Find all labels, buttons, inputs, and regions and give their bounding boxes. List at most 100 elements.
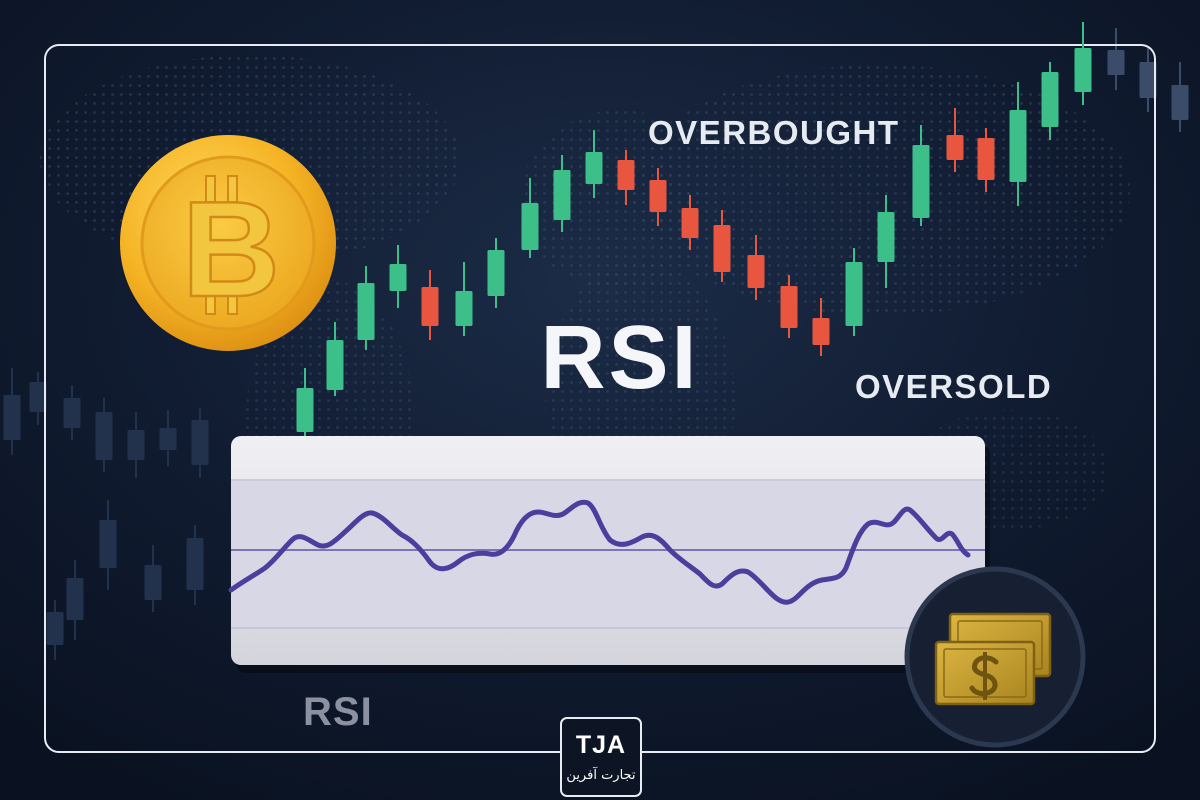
candle-body	[421, 287, 439, 326]
candle-body	[713, 225, 731, 272]
rsi-panel	[228, 436, 990, 673]
candle-body	[912, 145, 930, 218]
candle-bullish	[1009, 82, 1027, 206]
faded-candle	[1139, 48, 1157, 112]
candle-bullish	[357, 266, 375, 350]
rsi-line	[228, 499, 971, 605]
logo-mark: TJA	[576, 731, 626, 759]
candle-body	[326, 340, 344, 390]
candle-body	[1139, 62, 1157, 98]
coin-bar	[205, 175, 216, 203]
faded-candle	[127, 412, 145, 478]
candle-bullish	[296, 368, 314, 436]
faded-candle	[1171, 62, 1189, 132]
coin-bar	[205, 289, 216, 315]
candle-body	[191, 420, 209, 465]
candle-body	[747, 255, 765, 288]
candle-body	[1171, 85, 1189, 120]
candle-bullish	[487, 238, 505, 308]
faded-candle	[66, 560, 84, 640]
candle-body	[780, 286, 798, 328]
candle-body	[144, 565, 162, 600]
candle-bullish	[912, 125, 930, 226]
candle-body	[1107, 50, 1125, 75]
faded-candle	[46, 600, 64, 660]
bitcoin-coin-icon: B	[120, 135, 336, 351]
oversold-label: OVERSOLD	[855, 368, 1052, 405]
candle-body	[296, 388, 314, 432]
faded-candle	[1107, 28, 1125, 90]
candle-body	[487, 250, 505, 296]
faded-candlestick-group	[3, 28, 1189, 660]
rsi-panel-label: RSI	[303, 690, 373, 734]
coin-bar	[227, 175, 238, 203]
candle-bullish	[845, 248, 863, 336]
candle-bullish	[521, 178, 539, 258]
candle-bearish	[617, 150, 635, 205]
candle-body	[95, 412, 113, 460]
candle-body	[812, 318, 830, 345]
candle-body	[977, 138, 995, 180]
candle-bearish	[780, 275, 798, 338]
candle-bullish	[877, 195, 895, 288]
candle-bearish	[681, 195, 699, 250]
candle-body	[99, 520, 117, 568]
candle-body	[1074, 48, 1092, 92]
page-title: RSI	[540, 308, 699, 408]
candle-bearish	[812, 298, 830, 356]
candle-body	[617, 160, 635, 190]
rsi-band	[231, 480, 985, 628]
faded-candle	[144, 545, 162, 612]
candle-bearish	[421, 270, 439, 340]
coin-bar	[227, 289, 238, 315]
candle-body	[681, 208, 699, 238]
candle-body	[649, 180, 667, 212]
candle-bearish	[649, 168, 667, 226]
candle-body	[3, 395, 21, 440]
candle-body	[455, 291, 473, 326]
candle-body	[1009, 110, 1027, 182]
candle-bullish	[1074, 22, 1092, 105]
candle-body	[585, 152, 603, 184]
candle-body	[389, 264, 407, 291]
coin-face	[140, 155, 316, 331]
candle-bullish	[585, 130, 603, 198]
candle-bullish	[326, 322, 344, 396]
candle-bearish	[713, 210, 731, 282]
faded-candle	[29, 372, 47, 425]
candle-body	[357, 283, 375, 340]
tja-logo: TJA تجارت آفرین	[560, 717, 642, 797]
candle-body	[66, 578, 84, 620]
faded-candle	[3, 368, 21, 455]
candle-bullish	[389, 245, 407, 308]
logo-name: تجارت آفرین	[566, 766, 636, 783]
candle-bullish	[1041, 62, 1059, 140]
candlestick-chart	[296, 22, 1092, 436]
candle-body	[553, 170, 571, 220]
faded-candle	[186, 525, 204, 605]
faded-candle	[99, 500, 117, 590]
candle-bearish	[946, 108, 964, 172]
candle-body	[127, 430, 145, 460]
candle-body	[845, 262, 863, 326]
candle-body	[63, 398, 81, 428]
candle-body	[1041, 72, 1059, 127]
faded-candle	[63, 385, 81, 440]
candle-body	[521, 203, 539, 250]
logo-box	[560, 717, 642, 797]
candle-bearish	[747, 235, 765, 300]
candle-bullish	[553, 155, 571, 232]
candle-body	[877, 212, 895, 262]
coin-glyph: B	[182, 173, 280, 325]
faded-candle	[191, 408, 209, 478]
faded-candle	[159, 410, 177, 466]
candle-body	[29, 382, 47, 412]
candle-bullish	[455, 262, 473, 336]
candle-body	[946, 135, 964, 160]
candle-bearish	[977, 128, 995, 192]
candle-body	[46, 612, 64, 645]
faded-candle	[95, 398, 113, 472]
money-bills-icon	[904, 566, 1086, 748]
overbought-label: OVERBOUGHT	[648, 114, 900, 151]
